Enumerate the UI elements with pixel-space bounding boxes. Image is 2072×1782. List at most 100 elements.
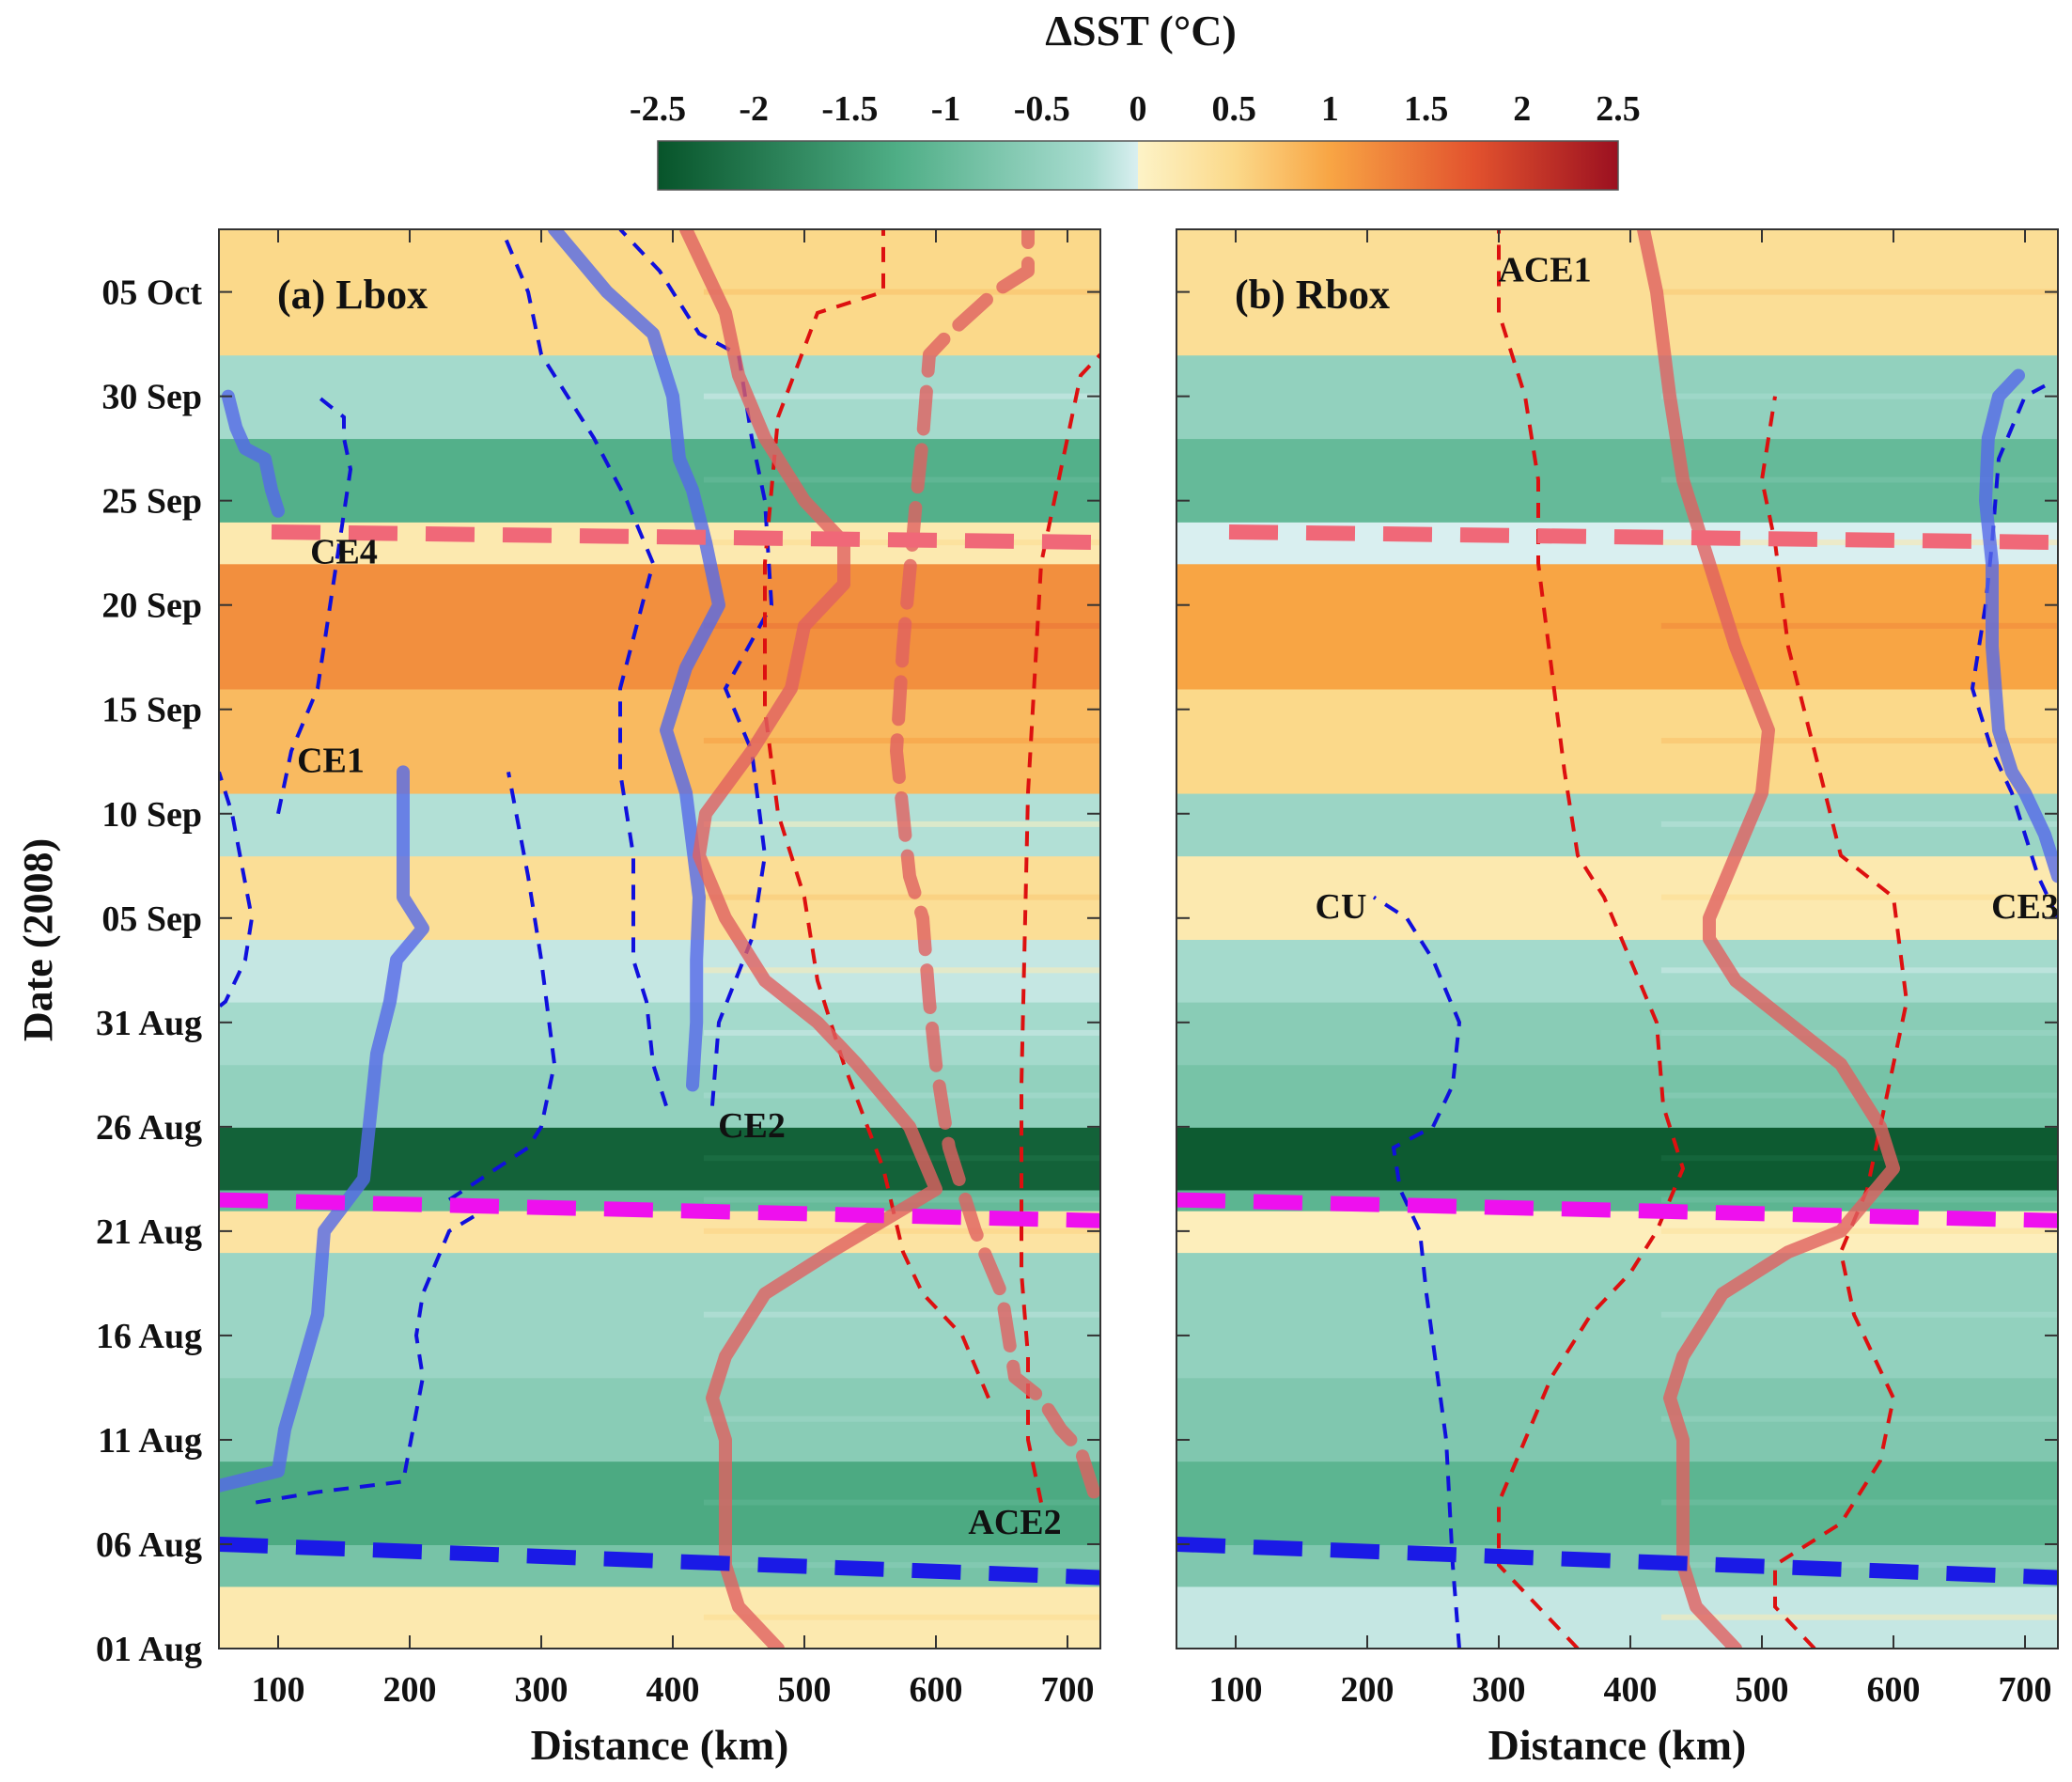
eddy-track-ce4 <box>221 389 285 518</box>
y-tick-label: 01 Aug <box>96 1630 202 1669</box>
colorbar-title: ΔSST (°C) <box>1045 7 1237 55</box>
x-tick-label: 700 <box>1041 1670 1095 1710</box>
sst-band-streak <box>1660 1415 2058 1422</box>
colorbar-gradient <box>657 140 1619 191</box>
contour-line <box>276 395 353 815</box>
sst-band-streak <box>703 1562 1100 1569</box>
colorbar-tick-label: -1 <box>931 89 961 129</box>
sst-band-streak <box>1660 622 2058 629</box>
sst-band-streak <box>703 1499 1100 1506</box>
x-tick-label: 400 <box>647 1670 700 1710</box>
contour-line <box>763 229 990 1399</box>
colorbar-tick-labels: -2.5 -2 -1.5 -1 -0.5 0 0.5 1 1.5 2 2.5 <box>630 89 1641 129</box>
eddy-label: CE3 <box>1991 887 2059 927</box>
eddy-track-ace2 <box>890 229 1100 1499</box>
x-tick-label: 100 <box>1209 1670 1263 1710</box>
eddy-label: CE1 <box>297 741 365 780</box>
y-tick-label: 26 Aug <box>96 1108 202 1148</box>
y-tick-label: 05 Oct <box>101 274 202 313</box>
panel-lbox: CE4 CE1 CE2 ACE2 (a) Lbox 100 200 300 400 500 600 7… <box>96 228 1101 1769</box>
x-tick-label: 400 <box>1604 1670 1658 1710</box>
ref-blue-line <box>219 1536 1100 1586</box>
x-tick-label: 100 <box>252 1670 305 1710</box>
eddy-label: CE4 <box>310 532 378 571</box>
colorbar-tick-label: 1 <box>1321 89 1339 129</box>
y-axis-label: Date (2008) <box>15 838 61 1041</box>
panel-rbox: ACE1 CU CE3 (b) Rbox 100 200 300 400 500 600 700 Di… <box>1176 228 2059 1769</box>
contour-line <box>1497 229 1686 1649</box>
sst-band-streak <box>703 1196 1100 1203</box>
sst-band-streak <box>1660 967 2058 974</box>
plot-area <box>1176 229 2058 1649</box>
eddy-label: ACE1 <box>1498 251 1591 290</box>
eddy-track-ace1 <box>1637 229 1900 1649</box>
ref-pink-line <box>1228 524 2058 551</box>
colorbar-tick-label: 2.5 <box>1596 89 1641 129</box>
sst-band-streak <box>703 289 1100 295</box>
sst-band-streak <box>1660 289 2058 295</box>
x-tick-label: 600 <box>1867 1670 1921 1710</box>
y-tick-label: 16 Aug <box>96 1317 202 1356</box>
y-tick-label: 06 Aug <box>96 1525 202 1565</box>
sst-band <box>1176 1189 2058 1211</box>
sst-band-streak <box>1660 1227 2058 1234</box>
contour-line <box>1759 396 1909 1649</box>
panel-title: (a) Lbox <box>277 272 428 318</box>
x-tick-label: 500 <box>778 1670 832 1710</box>
sst-band-streak <box>703 1029 1100 1036</box>
x-tick-label: 300 <box>1472 1670 1526 1710</box>
contour-line <box>1020 352 1100 1503</box>
colorbar-tick-label: 0.5 <box>1211 89 1256 129</box>
sst-band-streak <box>1660 1614 2058 1620</box>
colorbar-tick-label: 0 <box>1129 89 1147 129</box>
ref-magenta-line <box>219 1192 1100 1228</box>
eddy-label: ACE2 <box>968 1503 1061 1542</box>
sst-band-streak <box>703 1155 1100 1162</box>
x-axis-label: Distance (km) <box>1488 1721 1747 1769</box>
plot-frame <box>1176 228 2059 1649</box>
plot-area <box>219 229 1100 1649</box>
sst-band-streak <box>1660 1029 2058 1036</box>
sst-band-streak <box>1660 738 2058 744</box>
contour-line <box>255 1197 504 1505</box>
sst-band-streak <box>1660 1562 2058 1569</box>
eddy-track-ce1 <box>219 765 429 1493</box>
colorbar-tick-label: 2 <box>1513 89 1531 129</box>
y-tick-label: 20 Sep <box>101 586 202 626</box>
y-tick-label: 15 Sep <box>101 691 202 730</box>
sst-band-streak <box>703 393 1100 399</box>
eddy-track-ace1-a <box>679 229 943 1649</box>
x-tick-label: 600 <box>910 1670 963 1710</box>
contour-line <box>447 771 557 1202</box>
contour-line <box>618 229 774 1106</box>
x-tick-label: 500 <box>1736 1670 1789 1710</box>
contour-line <box>500 229 668 1107</box>
plot-frame <box>218 228 1101 1649</box>
contour-line <box>219 771 255 1009</box>
sst-band-streak <box>703 1415 1100 1422</box>
sst-band-streak <box>1660 1311 2058 1318</box>
eddy-label: CU <box>1316 887 1367 927</box>
sst-band-streak <box>703 967 1100 974</box>
colorbar-tick-label: -0.5 <box>1014 89 1070 129</box>
sst-band <box>219 1189 1100 1211</box>
x-tick-label: 300 <box>515 1670 569 1710</box>
sst-band-streak <box>703 894 1100 900</box>
sst-band-streak <box>703 1227 1100 1234</box>
colorbar-tick-label: -2 <box>739 89 769 129</box>
sst-band-streak <box>1660 1155 2058 1162</box>
x-tick-label: 200 <box>1341 1670 1394 1710</box>
sst-band-streak <box>703 477 1100 483</box>
sst-band-streak <box>1660 1499 2058 1506</box>
y-tick-label: 25 Sep <box>101 482 202 522</box>
eddy-label: CE2 <box>718 1106 786 1146</box>
sst-band-streak <box>703 1614 1100 1620</box>
y-tick-label: 11 Aug <box>98 1421 202 1461</box>
x-axis-label: Distance (km) <box>531 1721 789 1769</box>
colorbar-tick-label: -1.5 <box>821 89 878 129</box>
y-tick-label: 21 Aug <box>96 1212 202 1252</box>
colorbar: ΔSST (°C) -2.5 -2 -1.5 -1 -0.5 0 0.5 1 1.5 2 2.5 <box>630 7 1641 191</box>
sst-band-streak <box>1660 894 2058 900</box>
sst-band-streak <box>1660 477 2058 483</box>
